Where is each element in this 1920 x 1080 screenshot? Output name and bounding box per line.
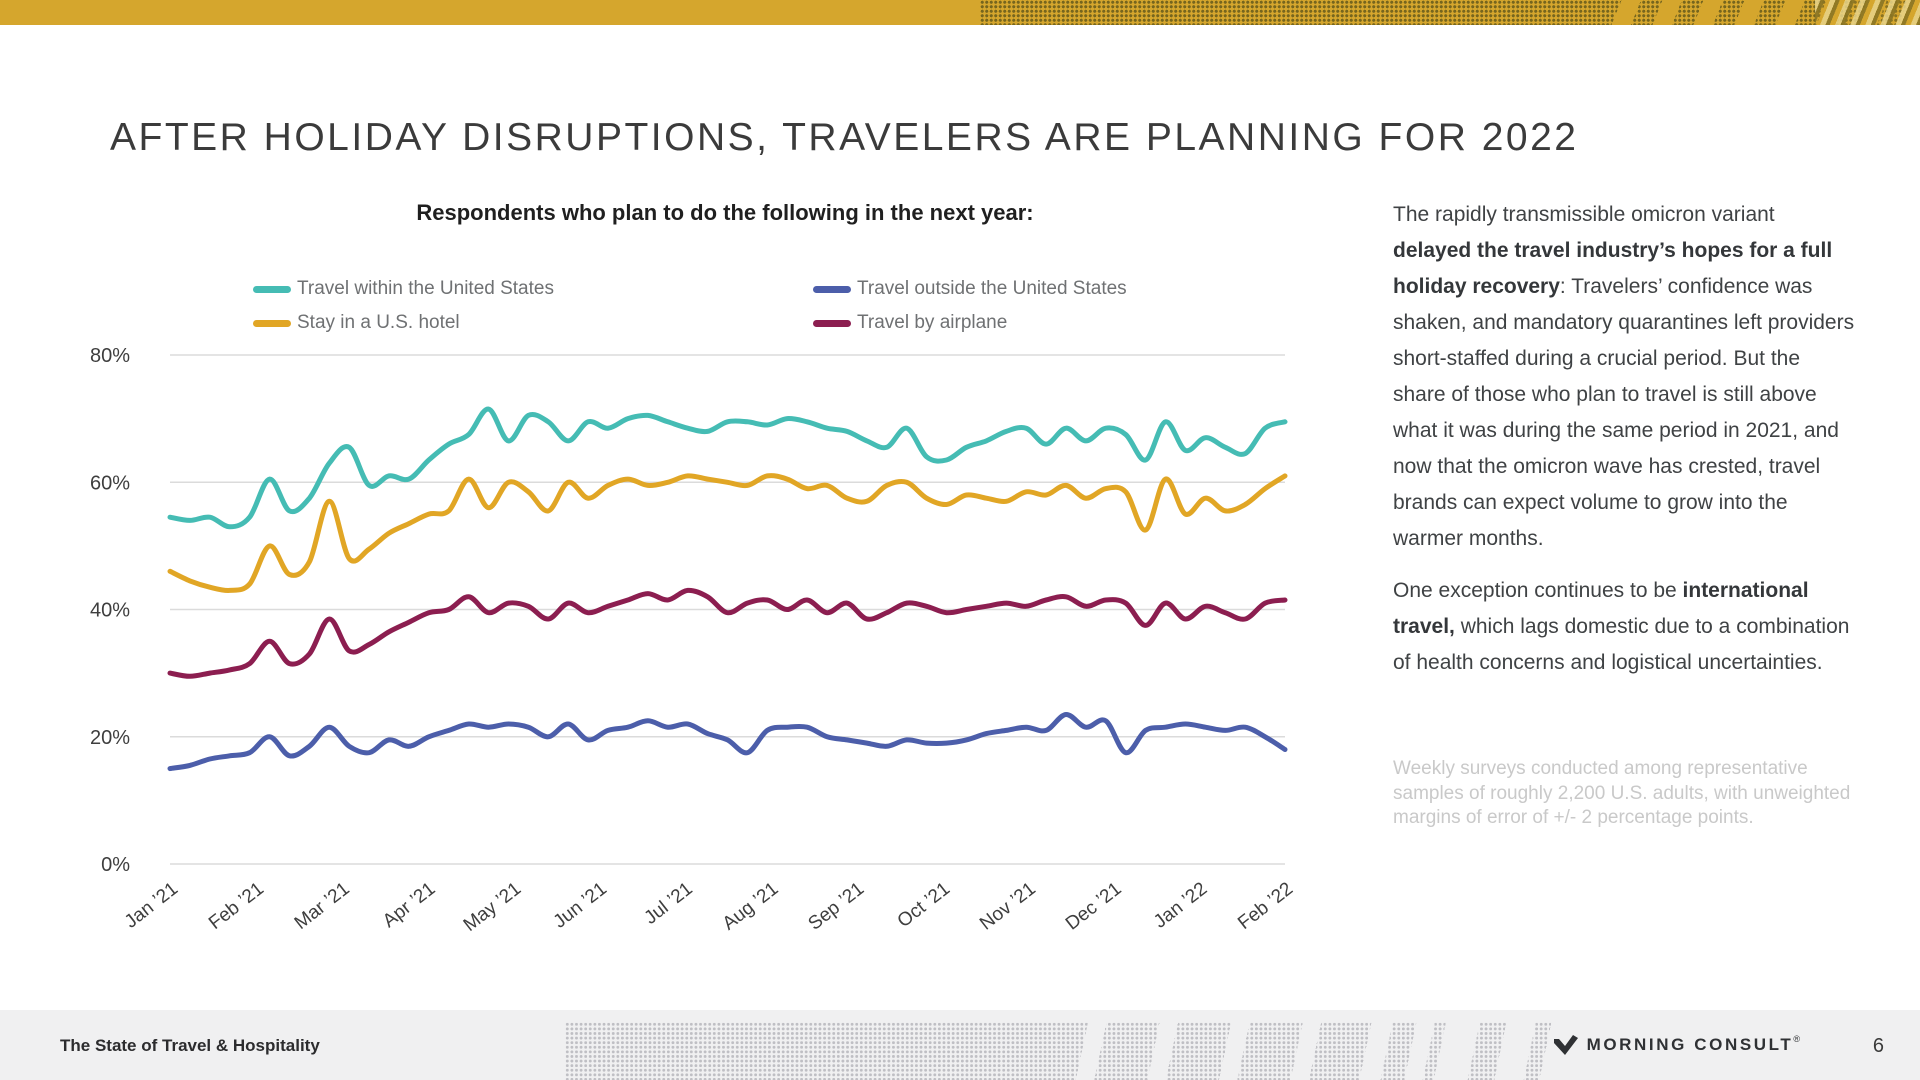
x-axis-tick-label: Feb ’21: [205, 878, 268, 934]
y-axis-tick-label: 60%: [90, 472, 130, 494]
legend-swatch-icon: [253, 319, 291, 327]
page-number: 6: [1872, 1035, 1884, 1057]
footer: The State of Travel & Hospitality MORNIN…: [0, 1010, 1920, 1080]
y-axis-tick-label: 40%: [90, 600, 130, 622]
x-axis-tick-label: Nov ’21: [976, 878, 1040, 934]
x-axis-tick-label: Apr ’21: [379, 878, 439, 932]
legend-item: Travel outside the United States: [813, 278, 1127, 300]
legend-item: Stay in a U.S. hotel: [253, 312, 813, 334]
chart-legend: Travel within the United States Travel ou…: [253, 278, 1127, 334]
x-axis-tick-label: Dec ’21: [1062, 878, 1126, 934]
series-line-travel-within-the-united-states: [167, 406, 1288, 530]
bold-text: international travel,: [1393, 579, 1809, 638]
text: One exception continues to be: [1393, 579, 1683, 602]
morning-consult-logo-icon: [1553, 1035, 1578, 1055]
x-axis-tick-label: Jul ’21: [640, 878, 696, 928]
y-axis-tick-label: 20%: [90, 727, 130, 749]
x-axis-tick-label: Mar ’21: [291, 878, 354, 934]
text: : Travelers’ confidence was shaken, and …: [1393, 275, 1855, 550]
line-chart-plot: 0% 20% 40% 60% 80% Jan ’21 Feb ’21 Mar ’21 Apr ’…: [90, 345, 1297, 936]
chart: Respondents who plan to do the following…: [90, 200, 1360, 990]
x-axis-tick-label: May ’21: [460, 878, 525, 936]
legend-swatch-icon: [813, 319, 851, 327]
commentary-paragraph-1: The rapidly transmissible omicron varian…: [1393, 197, 1855, 557]
top-accent-bar: [0, 0, 1920, 25]
x-axis-tick-label: Sep ’21: [805, 878, 869, 934]
x-axis-tick-label: Oct ’21: [894, 878, 954, 932]
series-line-travel-by-airplane: [167, 587, 1288, 679]
legend-swatch-icon: [253, 285, 291, 293]
methodology-footnote: Weekly surveys conducted among represent…: [1393, 758, 1851, 828]
y-axis-tick-label: 80%: [90, 345, 130, 367]
bold-text: delayed the travel industry’s hopes for …: [1393, 239, 1833, 298]
top-accent-fine-stripe-pattern: [1815, 0, 1920, 25]
legend-item: Travel by airplane: [813, 312, 1127, 334]
footer-report-title: The State of Travel & Hospitality: [60, 1036, 320, 1055]
legend-swatch-icon: [813, 285, 851, 293]
commentary-panel: The rapidly transmissible omicron varian…: [1393, 197, 1855, 847]
series-line-stay-in-a-u-s-hotel: [167, 473, 1288, 593]
x-axis-tick-label: Feb ’22: [1234, 878, 1297, 934]
x-axis-tick-label: Aug ’21: [719, 878, 783, 934]
text: The rapidly transmissible omicron varian…: [1393, 203, 1775, 226]
legend-label: Stay in a U.S. hotel: [297, 312, 460, 333]
commentary-paragraph-2: One exception continues to be internatio…: [1393, 573, 1855, 681]
registered-mark: ®: [1793, 1034, 1800, 1044]
x-axis-tick-label: Jun ’21: [550, 878, 611, 932]
text: which lags domestic due to a combination…: [1393, 615, 1850, 674]
brand-name: MORNING CONSULT: [1586, 1035, 1794, 1054]
slide-title: AFTER HOLIDAY DISRUPTIONS, TRAVELERS ARE…: [110, 116, 1579, 159]
legend-item: Travel within the United States: [253, 278, 813, 300]
legend-label: Travel within the United States: [297, 278, 554, 299]
x-axis-tick-label: Jan ’21: [121, 878, 182, 932]
x-axis-tick-label: Jan ’22: [1150, 878, 1211, 932]
legend-label: Travel by airplane: [857, 312, 1008, 333]
legend-label: Travel outside the United States: [857, 278, 1127, 299]
series-line-travel-outside-the-united-states: [167, 712, 1288, 772]
footer-halftone-pattern: [565, 1022, 1555, 1080]
chart-title: Respondents who plan to do the following…: [416, 200, 1034, 225]
y-axis-tick-label: 0%: [101, 854, 130, 876]
brand-logo: MORNING CONSULT ®: [1553, 1034, 1800, 1056]
footer-slash-pattern-dense: [1345, 1022, 1555, 1080]
